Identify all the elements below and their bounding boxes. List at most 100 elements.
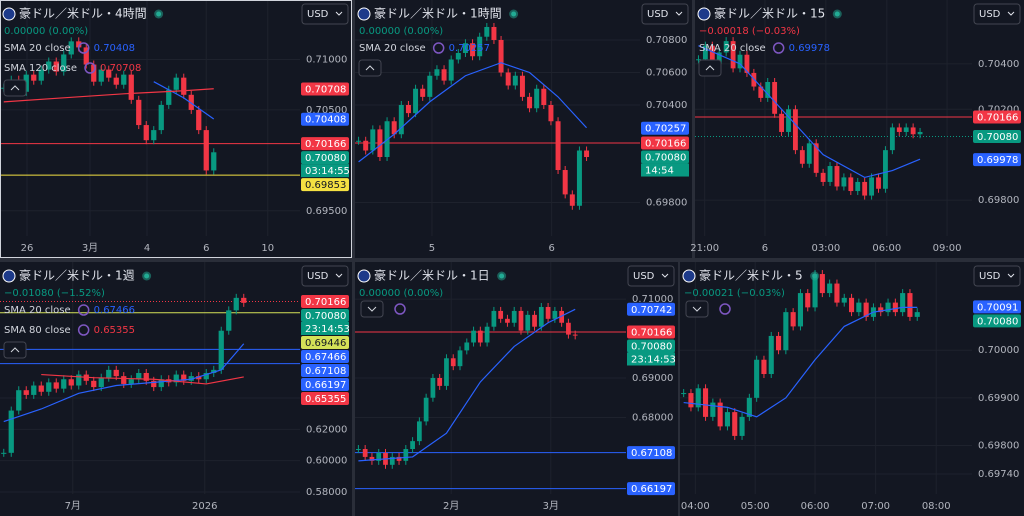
collapse-button[interactable]: [3, 341, 27, 359]
currency-box[interactable]: [301, 3, 349, 25]
legend-icon[interactable]: [77, 304, 90, 316]
collapse-button[interactable]: [3, 79, 27, 97]
y-tick-label: 0.71000: [632, 294, 673, 305]
currency[interactable]: USD: [633, 271, 655, 282]
candle-body: [173, 374, 179, 383]
price-label-box: [973, 314, 1021, 328]
candle-body: [203, 372, 209, 380]
status-dot-core: [156, 11, 162, 17]
price-label-box: [973, 300, 1021, 314]
candle-body: [910, 127, 916, 135]
price-label: 0.70742: [631, 305, 672, 316]
candle-body: [797, 293, 804, 327]
collapse-button[interactable]: [698, 59, 722, 77]
candle-body: [188, 94, 194, 110]
candle-body: [562, 170, 568, 195]
candle-body: [181, 374, 187, 381]
panel: [0, 262, 352, 516]
candle-body: [143, 125, 149, 141]
candle-body: [106, 369, 112, 378]
legend-icon[interactable]: [77, 42, 90, 54]
status-dot-core: [812, 273, 818, 279]
price-label: 0.70091: [977, 302, 1018, 313]
price-label-box: [627, 325, 675, 339]
legend-icon[interactable]: [772, 42, 785, 54]
price-label: 0.70408: [305, 115, 346, 126]
candle-body: [511, 310, 517, 323]
currency[interactable]: USD: [307, 9, 329, 20]
legend-icon[interactable]: [394, 303, 406, 315]
legend-value: 0.69978: [789, 43, 830, 54]
candle-body: [403, 449, 409, 461]
currency-box[interactable]: [627, 265, 675, 287]
flag-icon: [2, 269, 16, 283]
candle-body: [765, 81, 771, 98]
price-label: 0.65355: [305, 394, 346, 405]
currency[interactable]: USD: [979, 271, 1001, 282]
currency[interactable]: USD: [647, 9, 669, 20]
candle-body: [806, 143, 812, 164]
price-label-box: [973, 130, 1021, 144]
price-label: 0.67108: [305, 366, 346, 377]
candle-body: [464, 342, 470, 351]
currency-box[interactable]: [973, 3, 1021, 25]
currency-box[interactable]: [641, 3, 689, 25]
expand-button[interactable]: [360, 300, 384, 318]
candle-body: [716, 52, 722, 64]
candle-body: [498, 39, 504, 73]
candle-body: [430, 378, 436, 398]
candle-body: [369, 456, 375, 461]
candle-body: [702, 388, 709, 417]
legend-icon[interactable]: [84, 62, 96, 74]
candle-body: [812, 274, 818, 308]
candle-body: [695, 388, 701, 408]
candle-body: [423, 397, 429, 422]
candle-body: [128, 74, 134, 100]
candle-body: [724, 412, 731, 427]
candle-body: [416, 421, 422, 442]
candle-body: [688, 393, 694, 408]
y-tick-label: 0.70600: [646, 67, 687, 78]
candle-body: [576, 150, 582, 206]
expand-button[interactable]: [685, 300, 709, 318]
candle-body: [498, 310, 504, 319]
currency-box[interactable]: [973, 265, 1021, 287]
collapse-chevron: [705, 65, 715, 71]
legend-icon[interactable]: [432, 42, 445, 54]
candle-body: [444, 358, 449, 386]
change: 0.00000 (0.00%): [4, 26, 88, 37]
candle-body: [754, 359, 760, 398]
candle-body: [46, 61, 52, 70]
currency-box[interactable]: [301, 265, 349, 287]
candle-body: [457, 350, 463, 367]
candle-body: [799, 150, 805, 164]
legend-icon[interactable]: [77, 324, 90, 336]
candle-body: [813, 143, 819, 173]
price-label-box: [301, 364, 349, 378]
price-label: 0.67466: [305, 352, 346, 363]
currency[interactable]: USD: [979, 9, 1001, 20]
candle-body: [783, 312, 789, 351]
price-label: 0.70708: [305, 84, 346, 95]
price-label-box: [301, 82, 349, 96]
chevron: [335, 273, 343, 278]
price-label-box: [301, 178, 349, 192]
candle-body: [681, 393, 687, 395]
candle-body: [31, 74, 37, 81]
candle-body: [907, 293, 913, 317]
x-tick-label: 08:00: [922, 501, 951, 512]
price-label: 0.66197: [631, 484, 672, 495]
candle-body: [211, 369, 217, 373]
price-label-box: [301, 295, 349, 309]
legend-icon[interactable]: [719, 303, 731, 315]
status-dot-core: [144, 273, 150, 279]
candle-body: [532, 314, 537, 327]
candle-body: [362, 449, 368, 457]
x-tick-label: 2026: [192, 501, 217, 512]
candle-body: [775, 335, 782, 351]
currency[interactable]: USD: [307, 271, 329, 282]
candle-body: [121, 376, 127, 384]
collapse-button[interactable]: [358, 59, 382, 77]
x-tick-label: 07:00: [861, 501, 890, 512]
candle-body: [876, 177, 881, 189]
